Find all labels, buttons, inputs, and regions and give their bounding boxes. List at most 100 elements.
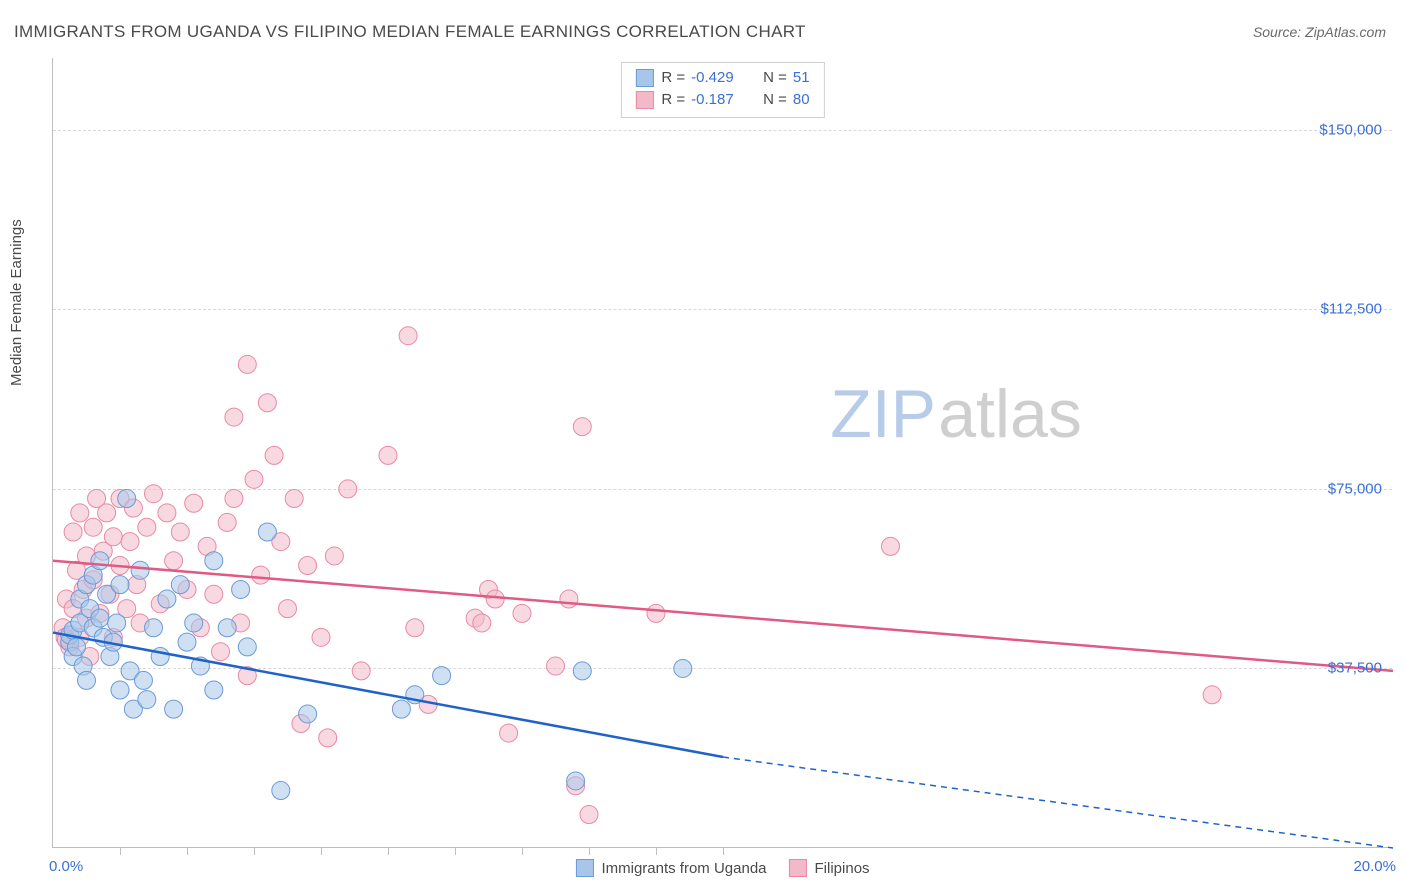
regression-line-filipinos <box>53 561 1393 671</box>
correlation-legend-box: R = -0.429 N = 51R = -0.187 N = 80 <box>620 62 824 118</box>
x-tick <box>187 847 188 855</box>
data-point <box>238 638 256 656</box>
r-label: R = <box>661 67 685 89</box>
x-tick <box>723 847 724 855</box>
plot-area: ZIPatlas R = -0.429 N = 51R = -0.187 N =… <box>52 58 1392 848</box>
data-point <box>218 619 236 637</box>
data-point <box>178 633 196 651</box>
y-tick-label: $150,000 <box>1319 121 1382 138</box>
data-point <box>567 772 585 790</box>
data-point <box>111 681 129 699</box>
data-point <box>433 667 451 685</box>
data-point <box>379 446 397 464</box>
data-point <box>91 552 109 570</box>
data-point <box>486 590 504 608</box>
correlation-row: R = -0.429 N = 51 <box>635 67 809 89</box>
data-point <box>513 604 531 622</box>
data-point <box>882 537 900 555</box>
n-label: N = <box>763 89 787 111</box>
chart-title: IMMIGRANTS FROM UGANDA VS FILIPINO MEDIA… <box>14 22 806 42</box>
x-tick <box>120 847 121 855</box>
data-point <box>131 561 149 579</box>
data-point <box>258 394 276 412</box>
data-point <box>232 580 250 598</box>
n-label: N = <box>763 67 787 89</box>
data-point <box>560 590 578 608</box>
n-value: 80 <box>793 89 810 111</box>
y-tick-label: $112,500 <box>1321 301 1382 318</box>
data-point <box>134 671 152 689</box>
r-value: -0.187 <box>691 89 749 111</box>
data-point <box>319 729 337 747</box>
data-point <box>64 523 82 541</box>
source-attribution: Source: ZipAtlas.com <box>1253 24 1386 40</box>
y-axis-label: Median Female Earnings <box>8 219 25 386</box>
x-tick <box>388 847 389 855</box>
data-point <box>98 504 116 522</box>
x-axis-max-label: 20.0% <box>1353 858 1396 875</box>
data-point <box>245 470 263 488</box>
y-tick-label: $37,500 <box>1328 660 1382 677</box>
legend-swatch <box>575 859 593 877</box>
data-point <box>138 691 156 709</box>
x-tick <box>321 847 322 855</box>
data-point <box>573 662 591 680</box>
legend-item: Immigrants from Uganda <box>575 859 766 877</box>
legend-swatch <box>635 69 653 87</box>
data-point <box>205 681 223 699</box>
data-point <box>279 600 297 618</box>
data-point <box>71 504 89 522</box>
data-point <box>158 590 176 608</box>
data-point <box>285 489 303 507</box>
scatter-svg: ZIPatlas <box>53 58 1392 847</box>
data-point <box>138 518 156 536</box>
data-point <box>165 552 183 570</box>
data-point <box>312 628 330 646</box>
x-axis-min-label: 0.0% <box>49 858 83 875</box>
data-point <box>674 659 692 677</box>
legend-label: Immigrants from Uganda <box>601 860 766 877</box>
watermark-atlas: atlas <box>938 376 1082 452</box>
data-point <box>212 643 230 661</box>
y-tick-label: $75,000 <box>1328 480 1382 497</box>
data-point <box>352 662 370 680</box>
x-tick <box>254 847 255 855</box>
data-point <box>573 418 591 436</box>
data-point <box>111 576 129 594</box>
data-point <box>500 724 518 742</box>
data-point <box>225 489 243 507</box>
data-point <box>258 523 276 541</box>
data-point <box>91 609 109 627</box>
legend-swatch <box>635 91 653 109</box>
data-point <box>473 614 491 632</box>
x-tick <box>656 847 657 855</box>
x-tick <box>455 847 456 855</box>
data-point <box>108 614 126 632</box>
data-point <box>325 547 343 565</box>
data-point <box>158 504 176 522</box>
data-point <box>299 705 317 723</box>
r-value: -0.429 <box>691 67 749 89</box>
legend-item: Filipinos <box>789 859 870 877</box>
data-point <box>78 671 96 689</box>
data-point <box>145 485 163 503</box>
data-point <box>84 518 102 536</box>
data-point <box>185 494 203 512</box>
data-point <box>299 557 317 575</box>
x-tick <box>589 847 590 855</box>
data-point <box>647 604 665 622</box>
data-point <box>67 638 85 656</box>
watermark-zip: ZIP <box>830 376 936 452</box>
n-value: 51 <box>793 67 810 89</box>
bottom-legend: Immigrants from Uganda Filipinos <box>575 859 869 877</box>
data-point <box>238 355 256 373</box>
legend-swatch <box>789 859 807 877</box>
correlation-row: R = -0.187 N = 80 <box>635 89 809 111</box>
data-point <box>218 513 236 531</box>
data-point <box>205 552 223 570</box>
data-point <box>171 576 189 594</box>
data-point <box>392 700 410 718</box>
regression-line-uganda-dashed <box>723 757 1393 848</box>
r-label: R = <box>661 89 685 111</box>
data-point <box>104 528 122 546</box>
